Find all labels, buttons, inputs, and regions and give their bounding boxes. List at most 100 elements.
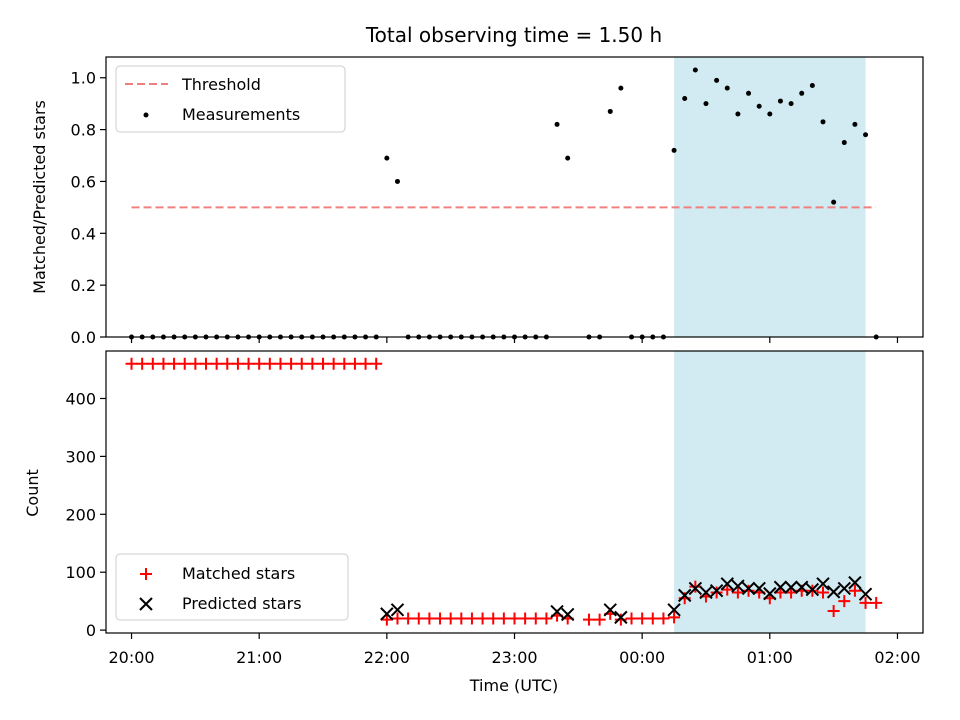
top-y-axis-label: Matched/Predicted stars <box>30 100 49 294</box>
measurement-point <box>671 147 677 153</box>
top-x-ticks <box>130 337 899 343</box>
measurement-point <box>746 90 752 96</box>
bottom-y-tick-label: 100 <box>65 563 96 582</box>
measurement-point <box>703 101 709 107</box>
bottom-x-tick-label: 23:00 <box>491 648 537 667</box>
bottom-y-tick-label: 0 <box>86 621 96 640</box>
legend-predicted-swatch <box>139 597 153 611</box>
predicted-star-point <box>795 580 809 594</box>
matched-star-point <box>497 612 510 625</box>
top-y-tick-label: 0.8 <box>71 121 96 140</box>
predicted-star-point <box>805 582 820 597</box>
legend-threshold-label: Threshold <box>181 75 261 94</box>
measurement-point <box>724 85 730 91</box>
matched-star-point <box>625 612 638 625</box>
top-shaded-span <box>674 57 866 337</box>
bottom-x-ticks: 20:00 21:00 22:00 23:00 00:00 01:00 02:00 <box>108 633 921 667</box>
matched-star-point <box>455 612 468 625</box>
matched-star-point <box>306 357 319 370</box>
predicted-star-point <box>752 581 766 596</box>
matched-star-point <box>221 357 234 370</box>
bottom-x-tick-label: 02:00 <box>874 648 920 667</box>
measurement-point <box>767 111 773 117</box>
bottom-x-tick-label: 21:00 <box>236 648 282 667</box>
matched-star-point <box>817 586 830 599</box>
predicted-star-point <box>731 579 745 593</box>
matched-star-point <box>348 357 361 370</box>
predicted-star-point <box>550 604 564 619</box>
bottom-legend: Matched stars Predicted stars <box>115 553 349 621</box>
predicted-star-point <box>741 581 756 596</box>
bottom-y-tick-label: 400 <box>65 389 96 408</box>
matched-star-point <box>253 357 266 370</box>
matched-star-point <box>327 357 340 370</box>
predicted-star-point <box>677 588 692 603</box>
matched-star-point <box>274 357 287 370</box>
predicted-star-point <box>380 607 394 621</box>
predicted-star-point <box>826 585 841 599</box>
matched-star-point <box>412 612 425 625</box>
bottom-shaded-span <box>674 351 866 633</box>
matched-star-point <box>168 357 181 370</box>
bottom-legend-box <box>115 553 349 621</box>
predicted-star-point <box>848 575 862 590</box>
top-marks <box>129 67 879 340</box>
predicted-star-point <box>688 581 703 596</box>
bottom-y-tick-label: 300 <box>65 447 96 466</box>
measurement-point <box>682 95 688 101</box>
legend-matched-label: Matched stars <box>182 564 295 583</box>
matched-star-point <box>508 612 521 625</box>
measurement-point <box>788 101 794 107</box>
matched-star-point <box>136 357 149 370</box>
matched-star-point <box>370 357 383 370</box>
measurement-point <box>394 178 400 184</box>
measurement-point <box>554 121 560 127</box>
matched-star-point <box>199 357 212 370</box>
predicted-star-point <box>816 577 830 591</box>
predicted-star-point <box>720 577 734 591</box>
legend-measurements-label: Measurements <box>182 105 300 124</box>
top-legend: Threshold Measurements <box>115 65 346 133</box>
predicted-star-point <box>699 585 713 600</box>
measurement-point <box>565 155 571 161</box>
matched-star-point <box>519 612 532 625</box>
top-y-tick-label: 0.0 <box>71 328 96 347</box>
measurement-point <box>863 132 869 138</box>
measurement-point <box>384 155 390 161</box>
measurement-point <box>799 90 805 96</box>
predicted-star-point <box>773 580 788 594</box>
top-y-ticks: 0.0 0.2 0.4 0.6 0.8 1.0 <box>71 69 106 347</box>
predicted-star-point <box>603 603 617 617</box>
predicted-star-point <box>763 586 777 601</box>
top-y-tick-label: 1.0 <box>71 69 96 88</box>
matched-star-point <box>317 357 330 370</box>
matched-star-point <box>721 583 734 596</box>
matched-star-point <box>359 357 372 370</box>
matched-star-point <box>582 613 595 626</box>
top-y-tick-label: 0.4 <box>71 224 96 243</box>
matched-star-point <box>476 612 489 625</box>
matched-star-point <box>391 612 404 625</box>
matched-star-point <box>859 596 872 609</box>
matched-star-point <box>742 584 755 597</box>
matched-star-point <box>540 612 553 625</box>
measurement-point <box>809 83 815 89</box>
matched-star-point <box>848 584 861 597</box>
measurement-point <box>852 121 858 127</box>
matched-star-point <box>668 611 681 624</box>
bottom-y-ticks: 0 100 200 300 400 <box>65 389 106 640</box>
measurement-point <box>714 77 720 83</box>
predicted-star-point <box>858 587 873 601</box>
matched-star-point <box>593 613 606 626</box>
matched-star-point <box>838 595 851 608</box>
matched-star-point <box>529 612 542 625</box>
bottom-y-tick-label: 200 <box>65 505 96 524</box>
bottom-x-tick-label: 00:00 <box>619 648 665 667</box>
matched-star-point <box>380 613 393 626</box>
measurement-point <box>820 119 826 125</box>
chart-title: Total observing time = 1.50 h <box>365 23 662 47</box>
matched-star-point <box>402 612 415 625</box>
matched-star-point <box>231 357 244 370</box>
predicted-star-point <box>837 581 851 596</box>
